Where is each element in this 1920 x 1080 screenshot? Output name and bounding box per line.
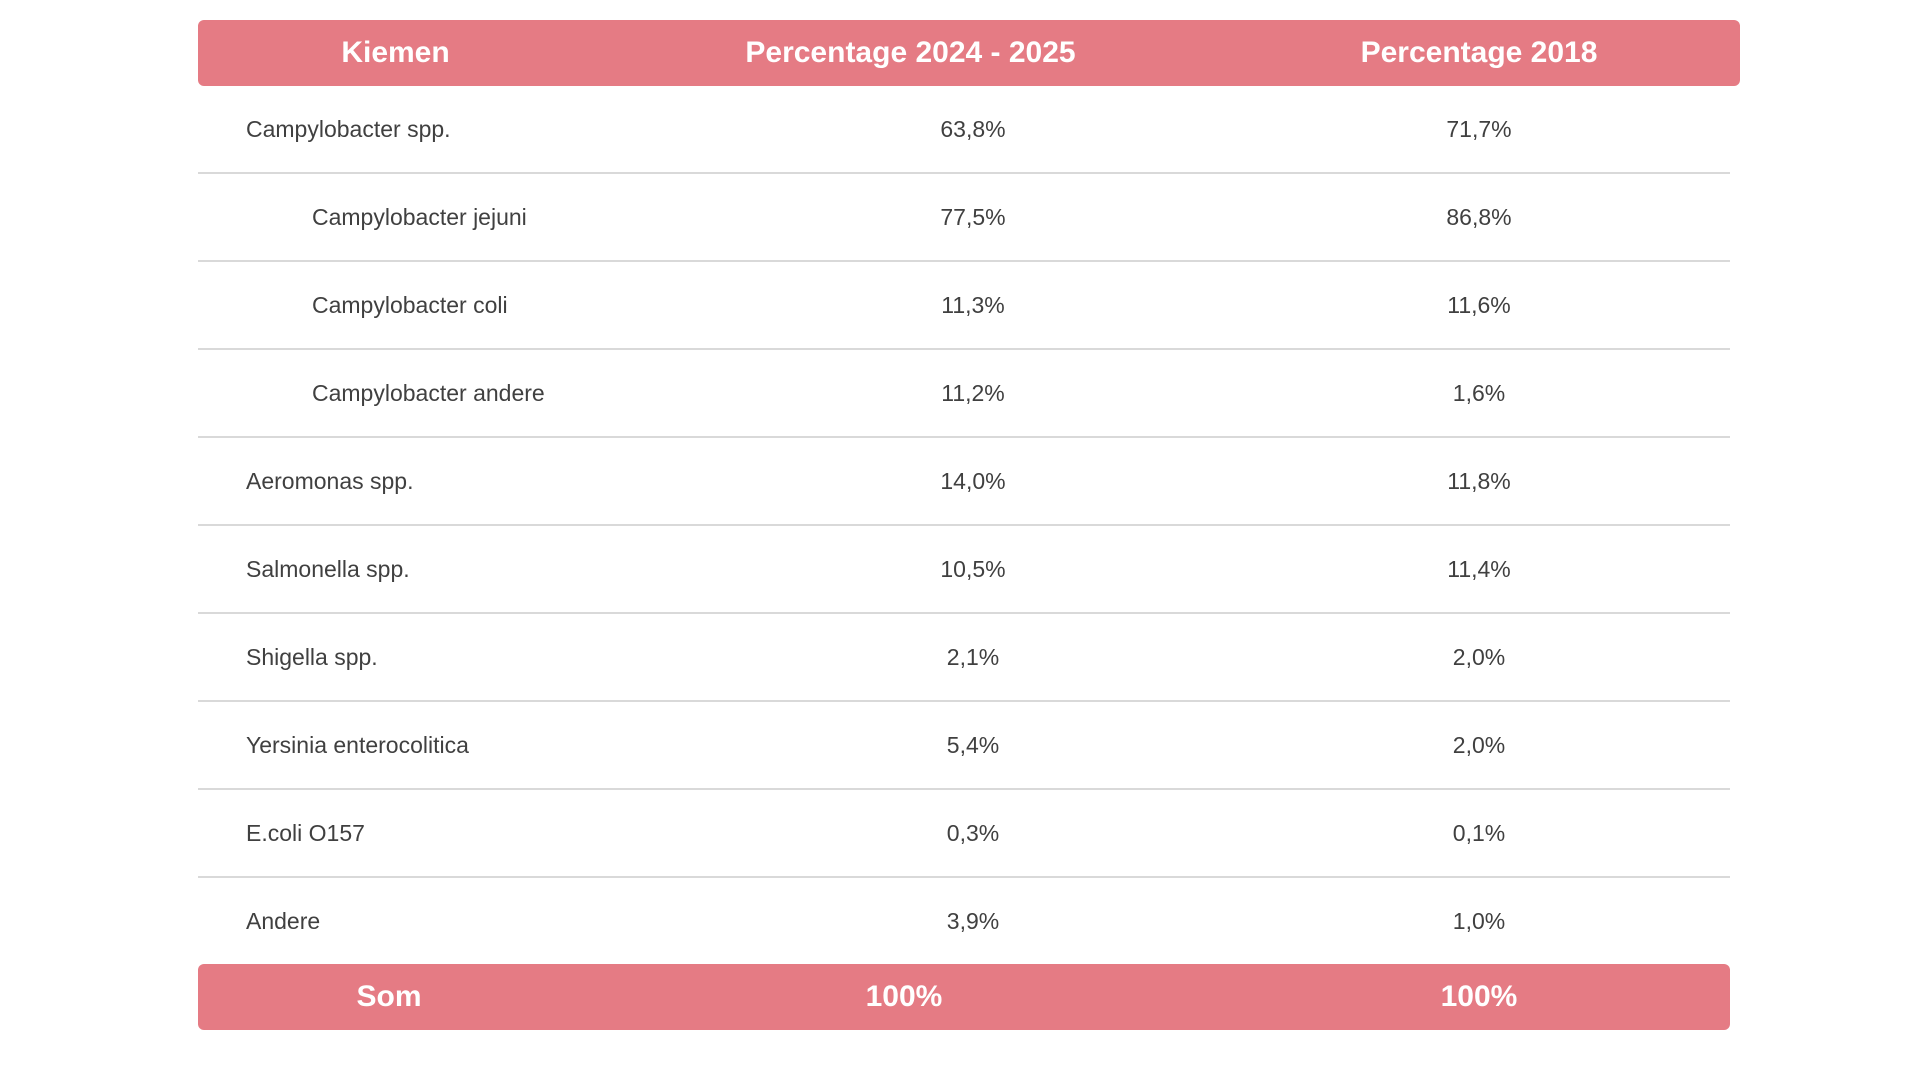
footer-label: Som — [356, 980, 422, 1013]
header-kiemen: Kiemen — [341, 36, 450, 69]
pathogen-percentage-table: Kiemen Percentage 2024 - 2025 Percentage… — [198, 20, 1740, 1030]
footer-p2018: 100% — [1440, 980, 1518, 1013]
table-header: Kiemen Percentage 2024 - 2025 Percentage… — [198, 20, 1740, 86]
row-p2018: 1,0% — [1452, 907, 1506, 934]
row-p2018: 2,0% — [1452, 731, 1506, 758]
row-p2024: 2,1% — [946, 643, 1000, 670]
row-p2018: 71,7% — [1446, 115, 1512, 142]
row-p2018: 2,0% — [1452, 643, 1506, 670]
row-p2018: 1,6% — [1452, 379, 1506, 406]
row-p2024: 63,8% — [940, 115, 1006, 142]
row-p2024: 14,0% — [940, 467, 1006, 494]
row-p2024: 10,5% — [940, 555, 1006, 582]
row-label: Salmonella spp. — [246, 555, 410, 582]
row-p2024: 0,3% — [946, 819, 1000, 846]
table-row: Salmonella spp. 10,5% 11,4% — [198, 526, 1730, 614]
row-p2018: 11,6% — [1447, 291, 1511, 318]
row-p2018: 86,8% — [1446, 203, 1512, 230]
table-row: Shigella spp. 2,1% 2,0% — [198, 614, 1730, 702]
row-p2024: 77,5% — [940, 203, 1006, 230]
row-p2024: 11,2% — [941, 379, 1005, 406]
row-label: Shigella spp. — [246, 643, 378, 670]
table-row: Aeromonas spp. 14,0% 11,8% — [198, 438, 1730, 526]
table-row: Yersinia enterocolitica 5,4% 2,0% — [198, 702, 1730, 790]
row-p2024: 5,4% — [946, 731, 1000, 758]
row-p2018: 0,1% — [1452, 819, 1506, 846]
table-row: Campylobacter jejuni 77,5% 86,8% — [198, 174, 1730, 262]
row-label: Campylobacter andere — [312, 379, 545, 406]
row-p2018: 11,4% — [1447, 555, 1511, 582]
table-row: Campylobacter andere 11,2% 1,6% — [198, 350, 1730, 438]
header-percentage-2024-2025: Percentage 2024 - 2025 — [745, 36, 1076, 69]
row-label: Aeromonas spp. — [246, 467, 414, 494]
row-p2024: 11,3% — [941, 291, 1005, 318]
row-label: E.coli O157 — [246, 819, 365, 846]
table-row: E.coli O157 0,3% 0,1% — [198, 790, 1730, 878]
row-label: Campylobacter spp. — [246, 115, 451, 142]
table-row: Campylobacter spp. 63,8% 71,7% — [198, 86, 1730, 174]
table-row: Campylobacter coli 11,3% 11,6% — [198, 262, 1730, 350]
row-p2024: 3,9% — [946, 907, 1000, 934]
row-p2018: 11,8% — [1447, 467, 1511, 494]
header-percentage-2018: Percentage 2018 — [1360, 36, 1598, 69]
footer-p2024: 100% — [865, 980, 943, 1013]
table-row: Andere 3,9% 1,0% — [198, 878, 1730, 964]
table-footer: Som 100% 100% — [198, 964, 1730, 1030]
row-label: Andere — [246, 907, 321, 934]
row-label: Yersinia enterocolitica — [246, 731, 469, 758]
row-label: Campylobacter coli — [312, 291, 508, 318]
table-body: Campylobacter spp. 63,8% 71,7% Campylobacte… — [198, 86, 1740, 964]
row-label: Campylobacter jejuni — [312, 203, 527, 230]
